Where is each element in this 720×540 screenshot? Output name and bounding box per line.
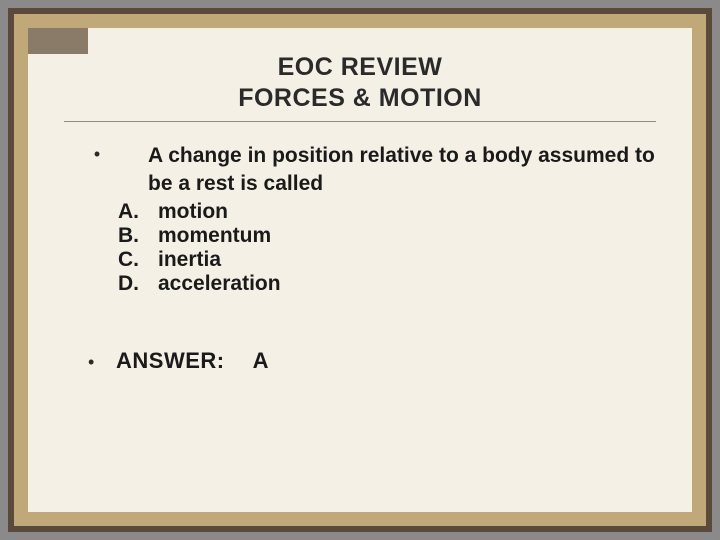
slide-frame-inner: EOC REVIEW FORCES & MOTION • A change in…	[14, 14, 706, 526]
slide-paper: EOC REVIEW FORCES & MOTION • A change in…	[28, 28, 692, 512]
answer-row: • ANSWER: A	[76, 348, 656, 374]
option-letter: B.	[118, 224, 158, 248]
slide-frame-outer: EOC REVIEW FORCES & MOTION • A change in…	[8, 8, 712, 532]
option-text: motion	[158, 200, 228, 224]
answer-label: ANSWER:	[116, 348, 225, 374]
answer-value: A	[225, 348, 269, 374]
question-text: A change in position relative to a body …	[118, 142, 656, 199]
option-text: momentum	[158, 224, 271, 248]
bullet-icon: •	[76, 142, 118, 165]
title-line-2: FORCES & MOTION	[238, 84, 482, 112]
option-row-d: D. acceleration	[76, 272, 656, 296]
title-line-1: EOC REVIEW	[278, 53, 443, 81]
option-letter: A.	[118, 200, 158, 224]
option-row-b: B. momentum	[76, 224, 656, 248]
option-letter: D.	[118, 272, 158, 296]
slide-content: • A change in position relative to a bod…	[64, 142, 656, 375]
option-row-c: C. inertia	[76, 248, 656, 272]
question-row: • A change in position relative to a bod…	[76, 142, 656, 199]
option-text: acceleration	[158, 272, 281, 296]
corner-accent	[28, 28, 88, 54]
option-text: inertia	[158, 248, 221, 272]
slide-title: EOC REVIEW FORCES & MOTION	[64, 52, 656, 122]
option-row-a: A. motion	[76, 200, 656, 224]
option-letter: C.	[118, 248, 158, 272]
bullet-icon: •	[88, 352, 116, 373]
